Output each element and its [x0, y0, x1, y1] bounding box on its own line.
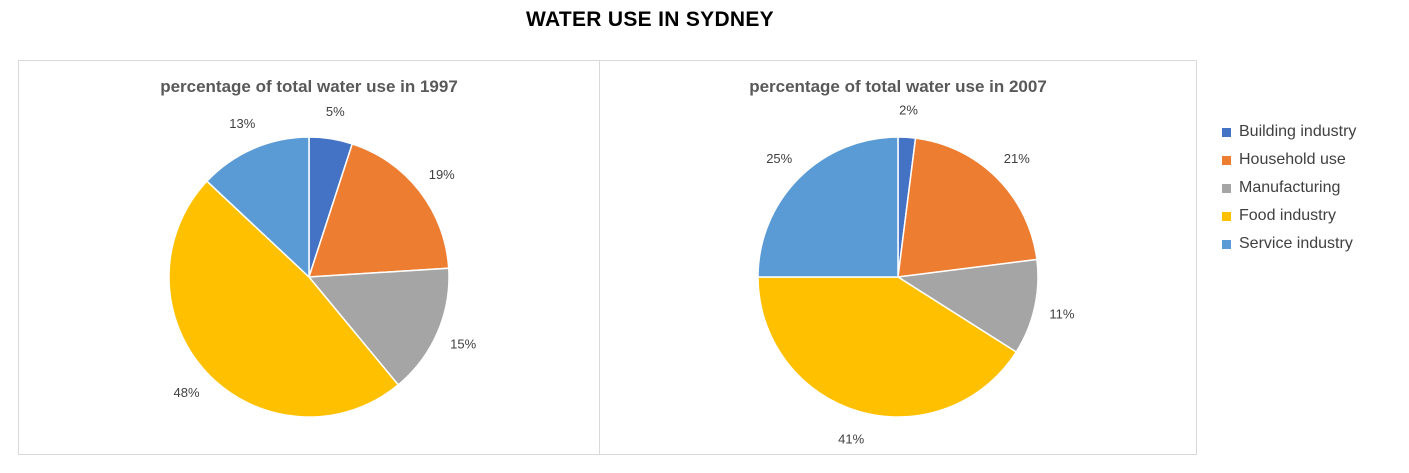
legend-item-food: Food industry	[1222, 202, 1356, 230]
pie-slice-household	[307, 142, 450, 278]
pie-slice-service	[757, 136, 899, 278]
data-label-household: 21%	[1004, 151, 1030, 166]
legend-swatch	[1222, 239, 1231, 249]
data-label-building: 5%	[326, 104, 345, 119]
pie-slice-manufacturing	[307, 267, 450, 386]
data-label-food: 41%	[838, 431, 864, 446]
pie-slice-household	[897, 137, 1038, 278]
data-label-food: 48%	[174, 385, 200, 400]
data-label-service: 13%	[229, 116, 255, 131]
legend-label: Service industry	[1239, 235, 1353, 252]
chart-title-1997: percentage of total water use in 1997	[160, 77, 458, 96]
data-label-service: 25%	[766, 151, 792, 166]
data-label-building: 2%	[899, 102, 918, 117]
data-label-manufacturing: 11%	[1049, 307, 1074, 322]
legend-swatch	[1222, 127, 1231, 137]
legend-item-building: Building industry	[1222, 118, 1356, 146]
legend-label: Building industry	[1239, 123, 1357, 140]
legend-swatch	[1222, 183, 1231, 193]
legend-label: Household use	[1239, 151, 1346, 168]
pie-slice-food	[757, 276, 1018, 418]
legend-label: Manufacturing	[1239, 179, 1341, 196]
data-label-household: 19%	[429, 167, 455, 182]
legend-item-household: Household use	[1222, 146, 1356, 174]
legend-label: Food industry	[1239, 207, 1336, 224]
pie-slice-food	[168, 180, 400, 418]
chart-title-2007: percentage of total water use in 2007	[749, 77, 1047, 96]
legend: Building industry Household use Manufact…	[1222, 118, 1356, 258]
pie-slice-manufacturing	[895, 258, 1039, 354]
legend-item-manufacturing: Manufacturing	[1222, 174, 1356, 202]
page-title: WATER USE IN SYDNEY	[525, 8, 774, 31]
legend-item-service: Service industry	[1222, 230, 1356, 258]
pie-slice-service	[205, 136, 310, 279]
legend-swatch	[1222, 155, 1231, 165]
data-label-manufacturing: 15%	[450, 337, 476, 352]
legend-swatch	[1222, 211, 1231, 221]
